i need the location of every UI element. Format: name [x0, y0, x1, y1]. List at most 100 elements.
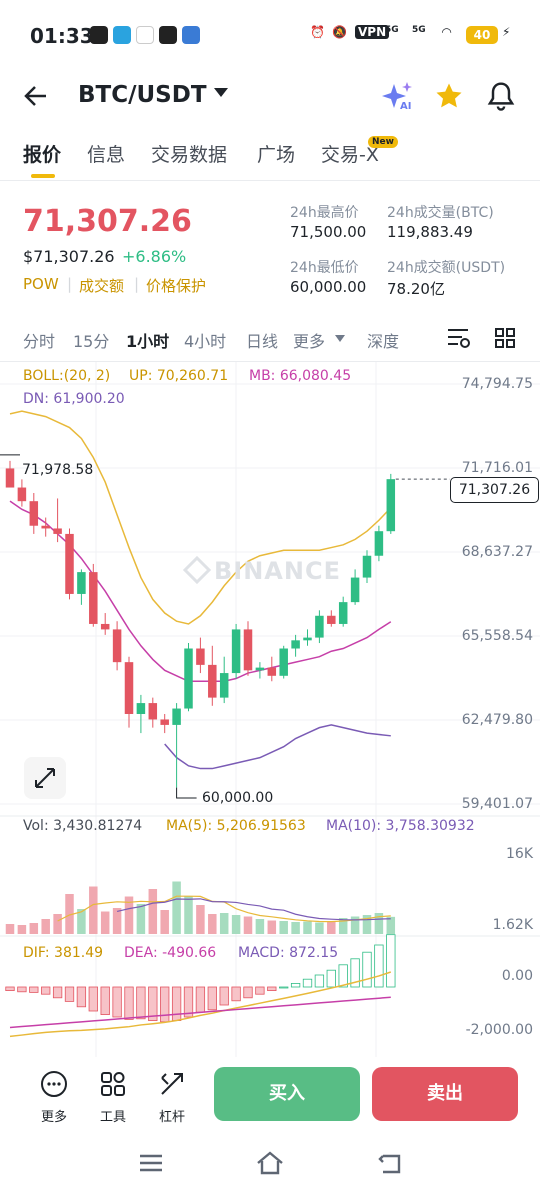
candle [350, 569, 360, 605]
candle-body [112, 629, 122, 663]
macd-bar [255, 986, 265, 995]
candle-body [255, 667, 265, 671]
volume-bar [267, 920, 277, 934]
pair-dropdown-icon[interactable] [214, 88, 228, 97]
candle [327, 610, 336, 627]
tools-action[interactable]: 工具 [93, 1070, 133, 1125]
volume-bar [89, 886, 98, 934]
boll-up-value: UP: 70,260.71 [129, 368, 229, 384]
star-icon[interactable] [434, 81, 464, 115]
status-time: 01:33 [30, 24, 94, 48]
candle [184, 643, 193, 712]
volume-bar [303, 921, 312, 934]
svg-text:AI: AI [400, 101, 411, 112]
candle [315, 610, 324, 644]
candle [100, 613, 110, 635]
indicator-settings-icon[interactable] [446, 326, 472, 354]
macd-bar [195, 986, 206, 1013]
macd-bar [374, 944, 384, 988]
macd-bar [302, 978, 313, 988]
nav-home-icon[interactable] [255, 1150, 285, 1180]
macd-bar [386, 934, 396, 988]
price-axis-label: 74,794.75 [461, 376, 533, 392]
macd-bar [243, 986, 253, 999]
candle-body [184, 648, 193, 709]
candle-body [53, 528, 62, 534]
macd-value: MACD: 872.15 [238, 945, 339, 961]
tab-trading-data[interactable]: 交易数据 [151, 144, 228, 166]
tab-square[interactable]: 广场 [257, 144, 296, 166]
volume-bar [160, 910, 169, 934]
macd-bar [124, 986, 134, 1020]
macd-bar [314, 974, 325, 988]
volume-bar [374, 913, 384, 934]
macd-bar [362, 951, 372, 988]
stat-high-label: 24h最高价 [290, 205, 359, 221]
candle [41, 517, 50, 537]
more-dropdown-icon [335, 335, 345, 342]
volume-bar [41, 919, 50, 934]
candle [5, 460, 15, 488]
interval-depth[interactable]: 深度 [367, 332, 400, 351]
leverage-action[interactable]: 杠杆 [152, 1070, 192, 1125]
fullscreen-button[interactable] [24, 757, 66, 799]
tag-turnover[interactable]: 成交额 [79, 277, 125, 295]
macd-bar [338, 964, 348, 988]
gmail-icon [136, 26, 154, 44]
layout-grid-icon[interactable] [494, 327, 516, 353]
macd-bar [136, 986, 146, 1020]
more-action[interactable]: 更多 [34, 1070, 74, 1125]
interval-1h[interactable]: 1小时 [126, 332, 170, 351]
interval-1d[interactable]: 日线 [246, 332, 279, 351]
interval-15m[interactable]: 15分 [73, 332, 110, 351]
macd-bar [17, 986, 27, 993]
tab-trade-x[interactable]: 交易-X [321, 144, 379, 166]
macd-dif: DIF: 381.49 [23, 945, 104, 961]
macd-bar [350, 958, 360, 988]
tab-divider [0, 180, 540, 181]
candle-body [219, 673, 229, 698]
tag-pow[interactable]: POW [23, 275, 59, 293]
more-dots-icon [41, 1071, 67, 1097]
tag-separator: | [67, 275, 73, 293]
macd-histogram [5, 934, 396, 1038]
candle [77, 569, 86, 605]
back-arrow-icon[interactable] [22, 82, 50, 118]
candle-body [100, 623, 110, 630]
volume-bar [17, 925, 27, 934]
tab-info[interactable]: 信息 [87, 144, 126, 166]
chart-grid [0, 362, 540, 1057]
tag-separator: | [134, 275, 140, 293]
tab-quote[interactable]: 报价 [23, 144, 62, 166]
stat-turnover-label: 24h成交额(USDT) [387, 260, 506, 276]
macd-bar [290, 983, 301, 988]
buy-button[interactable]: 买入 [214, 1067, 360, 1121]
volume-bar [136, 904, 146, 934]
volume-bar [338, 918, 348, 934]
candle [53, 498, 62, 543]
kline-chart[interactable] [0, 362, 540, 1057]
tag-price-protection[interactable]: 价格保护 [146, 277, 207, 295]
candle-body [279, 648, 288, 676]
sell-button[interactable]: 卖出 [372, 1067, 518, 1121]
interval-more[interactable]: 更多 [293, 332, 326, 351]
ai-icon[interactable]: AI [381, 80, 415, 116]
low-marker-label: 60,000.00 [202, 790, 274, 806]
nav-menu-icon[interactable] [138, 1152, 164, 1178]
volume-label: Vol: 3,430.81274 [23, 818, 143, 834]
volume-bar [315, 922, 324, 934]
candle-body [386, 479, 396, 532]
leverage-icon [161, 1073, 183, 1095]
interval-line[interactable]: 分时 [23, 332, 56, 351]
alarm-icon: ⏰ [310, 25, 325, 39]
nav-back-icon[interactable] [377, 1152, 403, 1180]
bell-icon[interactable] [486, 80, 516, 116]
candle-body [338, 602, 348, 624]
pair-title[interactable]: BTC/USDT [78, 82, 207, 108]
charging-icon: ⚡ [502, 25, 511, 39]
tools-action-label: 工具 [99, 1110, 126, 1125]
boll-dn-line [164, 724, 391, 770]
volume-bar [386, 916, 396, 934]
candle-body [124, 662, 134, 714]
interval-4h[interactable]: 4小时 [184, 332, 227, 351]
